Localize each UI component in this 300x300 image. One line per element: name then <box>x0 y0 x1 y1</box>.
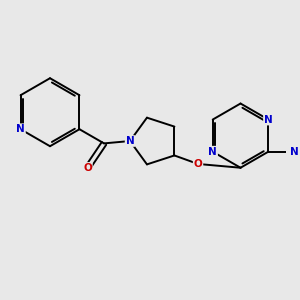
Text: N: N <box>16 124 25 134</box>
Text: N: N <box>126 136 134 146</box>
Text: O: O <box>194 159 202 169</box>
Text: N: N <box>208 147 217 157</box>
Text: O: O <box>83 163 92 173</box>
Text: N: N <box>290 147 299 157</box>
Text: N: N <box>264 115 273 124</box>
